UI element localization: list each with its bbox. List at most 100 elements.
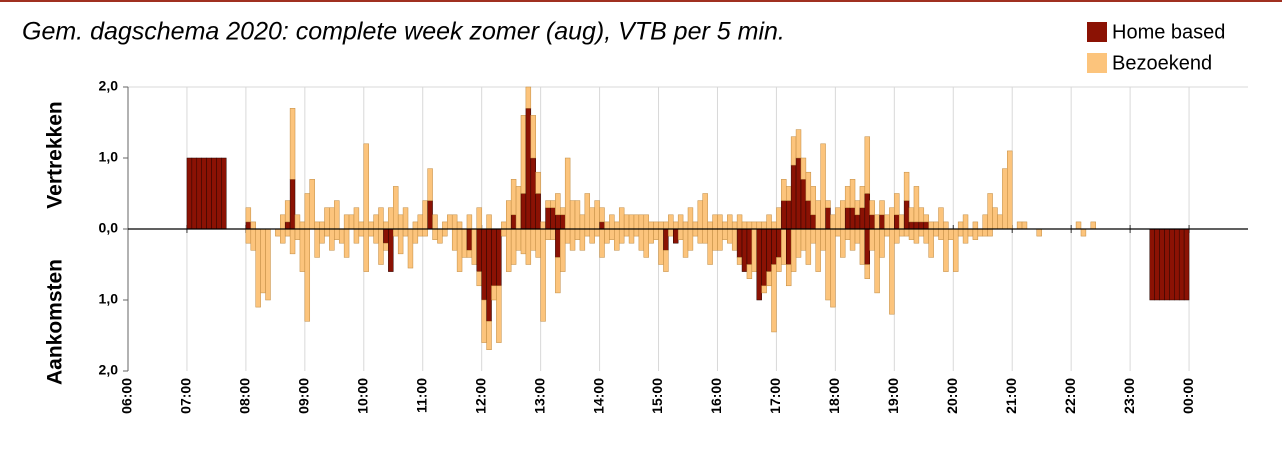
arrival-bar: [535, 228, 541, 258]
departure-bar: [614, 221, 620, 230]
departure-bar: [722, 221, 728, 230]
y-label-bottom: Aankomsten: [44, 259, 67, 385]
departure-bar: [191, 157, 198, 230]
arrival-bar: [908, 228, 915, 240]
departure-bar: [1002, 168, 1008, 230]
arrival-bar: [766, 228, 772, 272]
departure-bar: [908, 221, 915, 230]
departure-bar: [574, 200, 581, 230]
arrival-bar: [265, 228, 271, 301]
departure-bar: [854, 200, 861, 216]
arrival-bar: [412, 228, 419, 244]
chart-title: Gem. dagschema 2020: complete week zomer…: [22, 18, 785, 46]
departure-bar: [358, 221, 365, 230]
departure-bar: [422, 200, 428, 230]
arrival-bar: [790, 228, 797, 272]
arrival-bar: [643, 228, 649, 258]
x-tick-label: 17:00: [767, 378, 783, 414]
departure-bar: [810, 186, 816, 216]
arrival-bar: [471, 228, 478, 265]
arrival-bar: [299, 228, 306, 272]
arrival-bar: [953, 228, 959, 272]
departure-bar: [427, 200, 433, 230]
arrival-bar: [314, 228, 320, 258]
departure-bar: [397, 214, 404, 230]
departure-bar: [933, 221, 939, 230]
departure-bar: [289, 108, 296, 180]
arrival-bar: [432, 228, 438, 240]
arrival-bar: [383, 242, 389, 251]
departure-bar: [785, 186, 792, 201]
departure-bar: [805, 200, 812, 230]
departure-bar: [825, 200, 831, 208]
departure-bar: [343, 214, 350, 230]
departure-bar: [790, 164, 797, 230]
arrival-bar: [727, 228, 733, 244]
arrival-bar: [776, 257, 782, 272]
departure-bar: [918, 221, 925, 230]
arrival-bar: [776, 228, 782, 258]
arrival-bar: [319, 228, 325, 244]
departure-bar: [643, 214, 649, 230]
departure-bar: [319, 221, 325, 230]
arrival-bar: [466, 250, 473, 258]
departure-bar: [427, 168, 433, 201]
arrival-bar: [393, 228, 399, 237]
departure-bar: [923, 214, 929, 223]
departure-bar: [368, 221, 374, 230]
departure-bar: [1090, 221, 1096, 230]
arrival-bar: [481, 228, 487, 301]
x-tick-label: 16:00: [708, 378, 724, 414]
departure-bar: [668, 214, 674, 230]
y-tick-label: 2,0: [99, 362, 119, 378]
arrival-bar: [1174, 228, 1180, 301]
arrival-bar: [294, 228, 301, 240]
departure-bar: [599, 221, 605, 230]
arrival-bar: [486, 321, 492, 350]
arrival-bar: [673, 228, 679, 244]
departure-bar: [417, 214, 423, 230]
arrival-bar: [1178, 228, 1185, 301]
y-tick-label: 1,0: [99, 291, 119, 307]
departure-bar: [599, 207, 605, 223]
arrival-bar: [476, 228, 482, 272]
arrival-bar: [363, 228, 369, 272]
x-tick-label: 00:00: [1180, 378, 1196, 414]
arrival-bar: [928, 228, 934, 258]
departure-bar: [289, 179, 296, 230]
arrival-bar: [653, 228, 659, 240]
departure-bar: [540, 221, 546, 230]
departure-bar: [314, 221, 320, 230]
arrival-bar: [712, 228, 718, 251]
departure-bar: [638, 214, 645, 230]
departure-bar: [928, 221, 934, 230]
departure-bar: [913, 186, 920, 223]
departure-bar: [712, 214, 718, 230]
arrival-bar: [589, 228, 595, 244]
y-tick-label: 1,0: [99, 149, 119, 165]
arrival-bar: [358, 228, 365, 237]
departure-bar: [451, 214, 458, 230]
arrival-bar: [1164, 228, 1170, 301]
departure-bar: [1007, 150, 1013, 230]
arrival-bar: [746, 228, 753, 265]
x-tick-label: 23:00: [1121, 378, 1137, 414]
y-label-top: Vertrekken: [44, 101, 67, 208]
arrival-bar: [736, 257, 743, 265]
arrival-bar: [442, 228, 448, 237]
departure-bar: [825, 207, 831, 230]
arrival-bar: [560, 228, 566, 272]
departure-bar: [564, 157, 571, 230]
departure-bar: [903, 171, 910, 201]
arrival-bar: [604, 228, 610, 244]
arrival-bar: [555, 228, 561, 258]
arrival-bar: [1154, 228, 1160, 301]
departure-bar: [938, 207, 944, 230]
departure-bar: [432, 214, 438, 230]
departure-bar: [815, 200, 821, 230]
departure-bar: [918, 207, 925, 223]
departure-bar: [908, 207, 915, 223]
arrival-bar: [864, 228, 871, 265]
arrival-bar: [697, 228, 703, 244]
departure-bar: [520, 115, 527, 194]
